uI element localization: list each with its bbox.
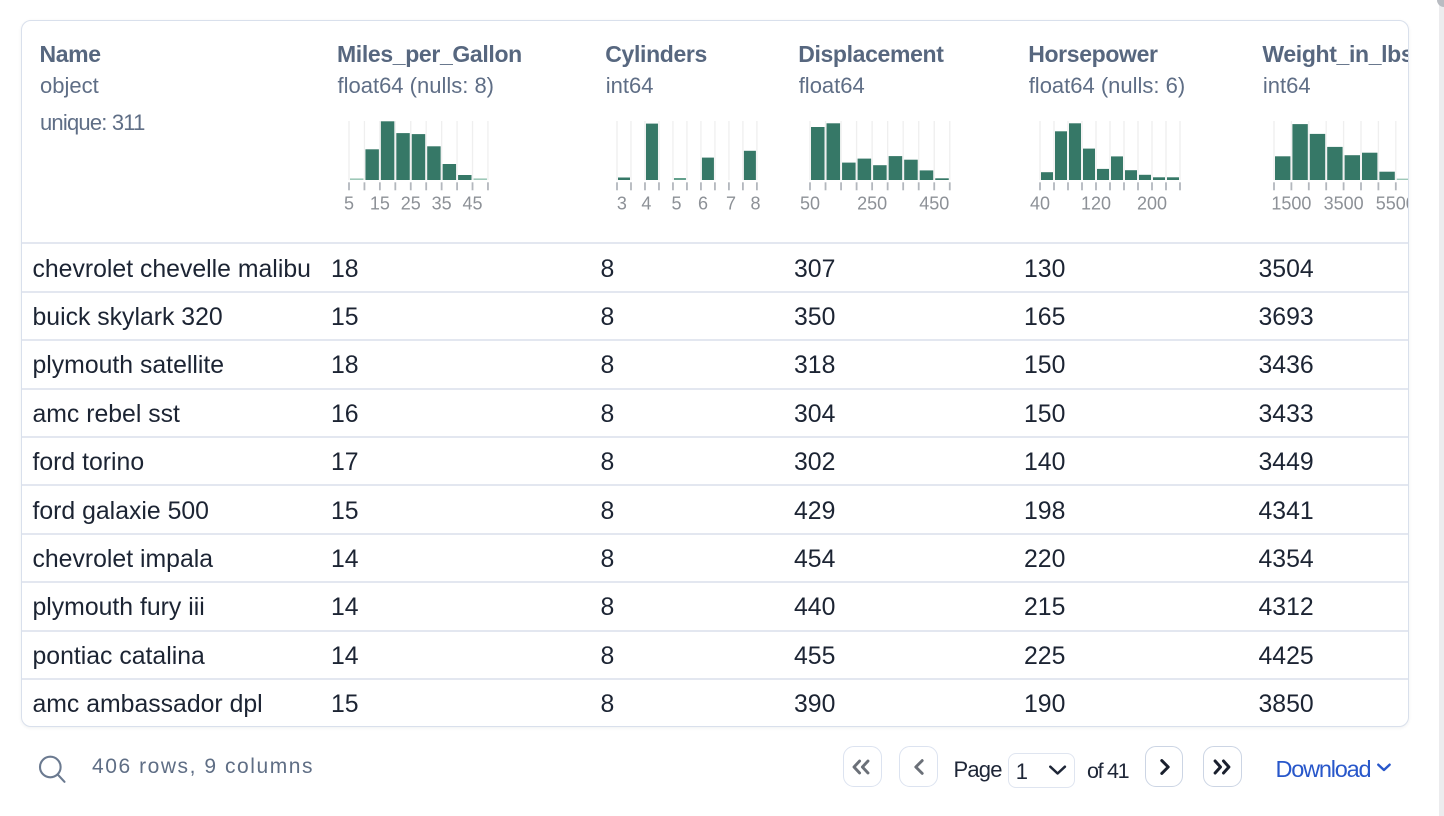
svg-text:3: 3 bbox=[617, 193, 627, 213]
svg-text:7: 7 bbox=[726, 193, 736, 213]
svg-text:5500: 5500 bbox=[1376, 193, 1409, 213]
svg-text:25: 25 bbox=[401, 193, 421, 213]
svg-text:5: 5 bbox=[344, 193, 354, 213]
svg-text:250: 250 bbox=[857, 193, 887, 213]
svg-text:35: 35 bbox=[432, 193, 452, 213]
svg-text:4: 4 bbox=[642, 193, 652, 213]
svg-text:200: 200 bbox=[1137, 193, 1167, 213]
svg-text:15: 15 bbox=[370, 193, 390, 213]
svg-text:1500: 1500 bbox=[1272, 193, 1312, 213]
svg-text:45: 45 bbox=[463, 193, 483, 213]
svg-text:450: 450 bbox=[919, 193, 949, 213]
svg-text:8: 8 bbox=[751, 193, 761, 213]
svg-text:3500: 3500 bbox=[1324, 193, 1364, 213]
svg-text:6: 6 bbox=[699, 193, 709, 213]
svg-text:50: 50 bbox=[800, 193, 820, 213]
svg-text:40: 40 bbox=[1030, 193, 1050, 213]
svg-text:5: 5 bbox=[672, 193, 682, 213]
svg-text:120: 120 bbox=[1081, 193, 1111, 213]
